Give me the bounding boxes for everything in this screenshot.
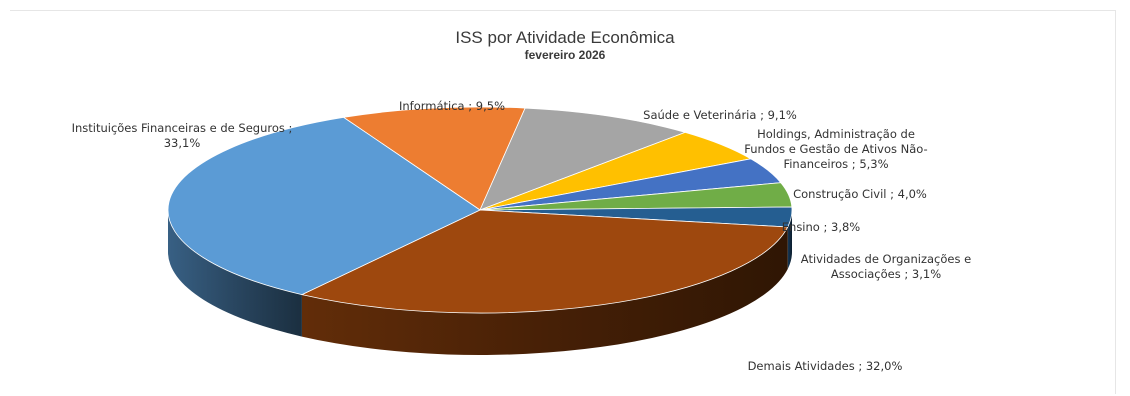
data-label-4: Ensino ; 3,8% (782, 220, 861, 234)
pie-tops (167, 106, 793, 314)
chart-frame (10, 10, 1116, 394)
pie-slice-1[interactable] (479, 107, 687, 211)
data-labels: Informática ; 9,5% Saúde e Veterinária ; … (72, 99, 972, 373)
data-label-2: Holdings, Administração de Fundos e Gestã… (744, 127, 927, 171)
chart-title: ISS por Atividade Econômica (455, 28, 675, 47)
data-label-6: Demais Atividades ; 32,0% (748, 359, 903, 373)
pie-side-6 (301, 226, 788, 356)
pie-slice-0[interactable] (342, 106, 526, 211)
pie-slice-7[interactable] (167, 116, 481, 295)
data-label-7: Instituições Financeiras e de Seguros ; 3… (72, 121, 293, 150)
data-label-1: Saúde e Veterinária ; 9,1% (643, 108, 797, 122)
chart-subtitle: fevereiro 2026 (524, 48, 606, 62)
pie-slice-6[interactable] (300, 209, 789, 314)
data-label-3: Construção Civil ; 4,0% (793, 187, 927, 201)
data-label-5: Atividades de Organizações e Associações … (801, 252, 971, 281)
pie-side-7 (168, 210, 302, 337)
data-label-0: Informática ; 9,5% (399, 99, 505, 113)
